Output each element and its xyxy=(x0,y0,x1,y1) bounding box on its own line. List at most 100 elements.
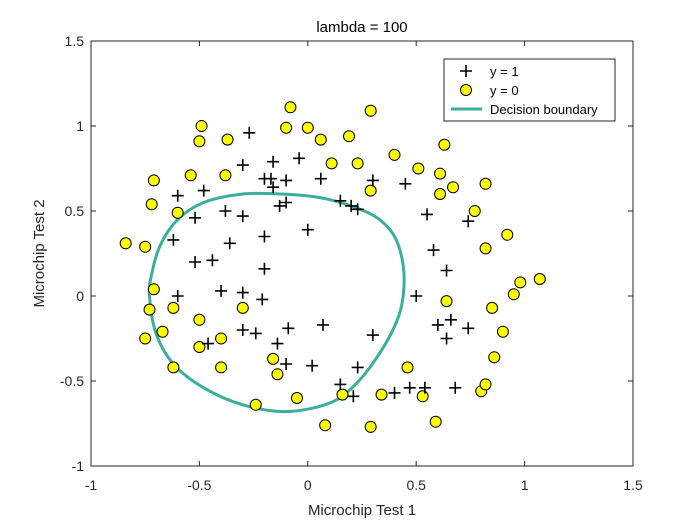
negative-point xyxy=(375,388,388,401)
negative-point xyxy=(156,325,169,338)
legend-label: Decision boundary xyxy=(490,102,598,117)
negative-point xyxy=(290,392,303,404)
negative-point xyxy=(364,184,377,197)
positive-point xyxy=(256,293,269,306)
negative-point xyxy=(486,301,499,314)
negative-point xyxy=(280,121,293,134)
positive-point xyxy=(236,324,249,336)
positive-point xyxy=(206,254,219,267)
negative-point xyxy=(479,242,492,255)
positive-point xyxy=(267,155,280,168)
positive-point xyxy=(351,203,364,216)
negative-point xyxy=(468,205,481,217)
negative-point xyxy=(325,157,338,170)
positive-point xyxy=(282,322,295,335)
positive-point xyxy=(236,159,249,172)
negative-point xyxy=(514,276,527,289)
negative-point xyxy=(416,390,429,403)
positive-point xyxy=(427,244,440,257)
negative-point xyxy=(249,398,262,411)
negative-point xyxy=(147,174,160,187)
negative-point xyxy=(167,361,180,374)
negative-point xyxy=(147,283,160,296)
negative-point xyxy=(429,415,442,428)
positive-point xyxy=(189,211,202,224)
positive-point xyxy=(347,390,360,403)
negative-point xyxy=(342,130,355,143)
positive-point xyxy=(410,290,423,302)
legend-circle-icon xyxy=(460,84,472,96)
positive-point xyxy=(440,264,453,277)
negative-point xyxy=(438,138,451,151)
negative-points-layer xyxy=(119,101,546,433)
x-tick-label: 1 xyxy=(521,477,529,493)
negative-point xyxy=(488,351,501,364)
positive-point xyxy=(345,199,358,212)
positive-point xyxy=(314,172,327,185)
positive-point xyxy=(334,378,347,391)
negative-point xyxy=(412,162,425,175)
negative-point xyxy=(440,295,453,308)
negative-point xyxy=(533,273,546,285)
positive-point xyxy=(431,318,444,331)
x-tick-label: 0.5 xyxy=(406,477,426,493)
y-tick-label: 0.5 xyxy=(65,203,85,219)
negative-point xyxy=(364,104,377,117)
x-tick-label: -0.5 xyxy=(187,477,211,493)
negative-point xyxy=(215,361,228,374)
decision-boundary-line xyxy=(147,191,406,414)
positive-point xyxy=(171,189,184,202)
negative-point xyxy=(388,148,401,161)
y-axis-label: Microchip Test 2 xyxy=(31,199,48,307)
positive-point xyxy=(171,290,184,302)
positive-point xyxy=(264,172,277,185)
negative-point xyxy=(479,177,492,190)
x-tick-label: 1.5 xyxy=(623,477,643,493)
negative-point xyxy=(301,121,314,134)
negative-point xyxy=(139,240,152,253)
positive-point xyxy=(243,126,256,139)
y-tick-label: 1 xyxy=(76,118,84,134)
positive-point xyxy=(236,210,249,223)
negative-point xyxy=(236,301,249,314)
negative-point xyxy=(284,101,297,114)
negative-point xyxy=(501,228,514,241)
negative-point xyxy=(447,181,460,194)
negative-point xyxy=(167,301,180,314)
negative-point xyxy=(364,420,377,433)
negative-point xyxy=(479,378,492,391)
legend: y = 1 y = 0 Decision boundary xyxy=(443,58,616,122)
negative-point xyxy=(139,332,152,345)
positive-point xyxy=(280,358,293,370)
y-tick-label: -0.5 xyxy=(60,373,84,389)
negative-point xyxy=(119,237,132,250)
positive-point xyxy=(316,318,329,331)
negative-point xyxy=(143,303,156,316)
positive-point xyxy=(403,381,416,394)
negative-point xyxy=(184,169,197,182)
positive-point xyxy=(418,381,431,394)
negative-point xyxy=(314,133,327,146)
positive-point xyxy=(280,196,293,209)
positive-point xyxy=(273,199,286,212)
positive-point xyxy=(334,194,347,207)
negative-point xyxy=(215,332,228,345)
positive-point xyxy=(271,337,284,350)
negative-point xyxy=(319,419,332,432)
negative-point xyxy=(193,313,206,326)
positive-point xyxy=(249,327,262,340)
positive-point xyxy=(219,205,232,217)
positive-point xyxy=(366,329,379,342)
y-tick-label: -1 xyxy=(72,458,85,474)
y-tick-label: 0 xyxy=(76,288,84,304)
negative-point xyxy=(195,120,208,132)
positive-point xyxy=(366,174,379,187)
positive-point xyxy=(258,230,271,243)
legend-label: y = 1 xyxy=(490,64,519,79)
negative-point xyxy=(434,188,447,200)
positive-point xyxy=(388,386,401,399)
positive-point xyxy=(462,215,475,228)
positive-point xyxy=(215,284,228,297)
decision-boundary-layer xyxy=(147,191,406,414)
